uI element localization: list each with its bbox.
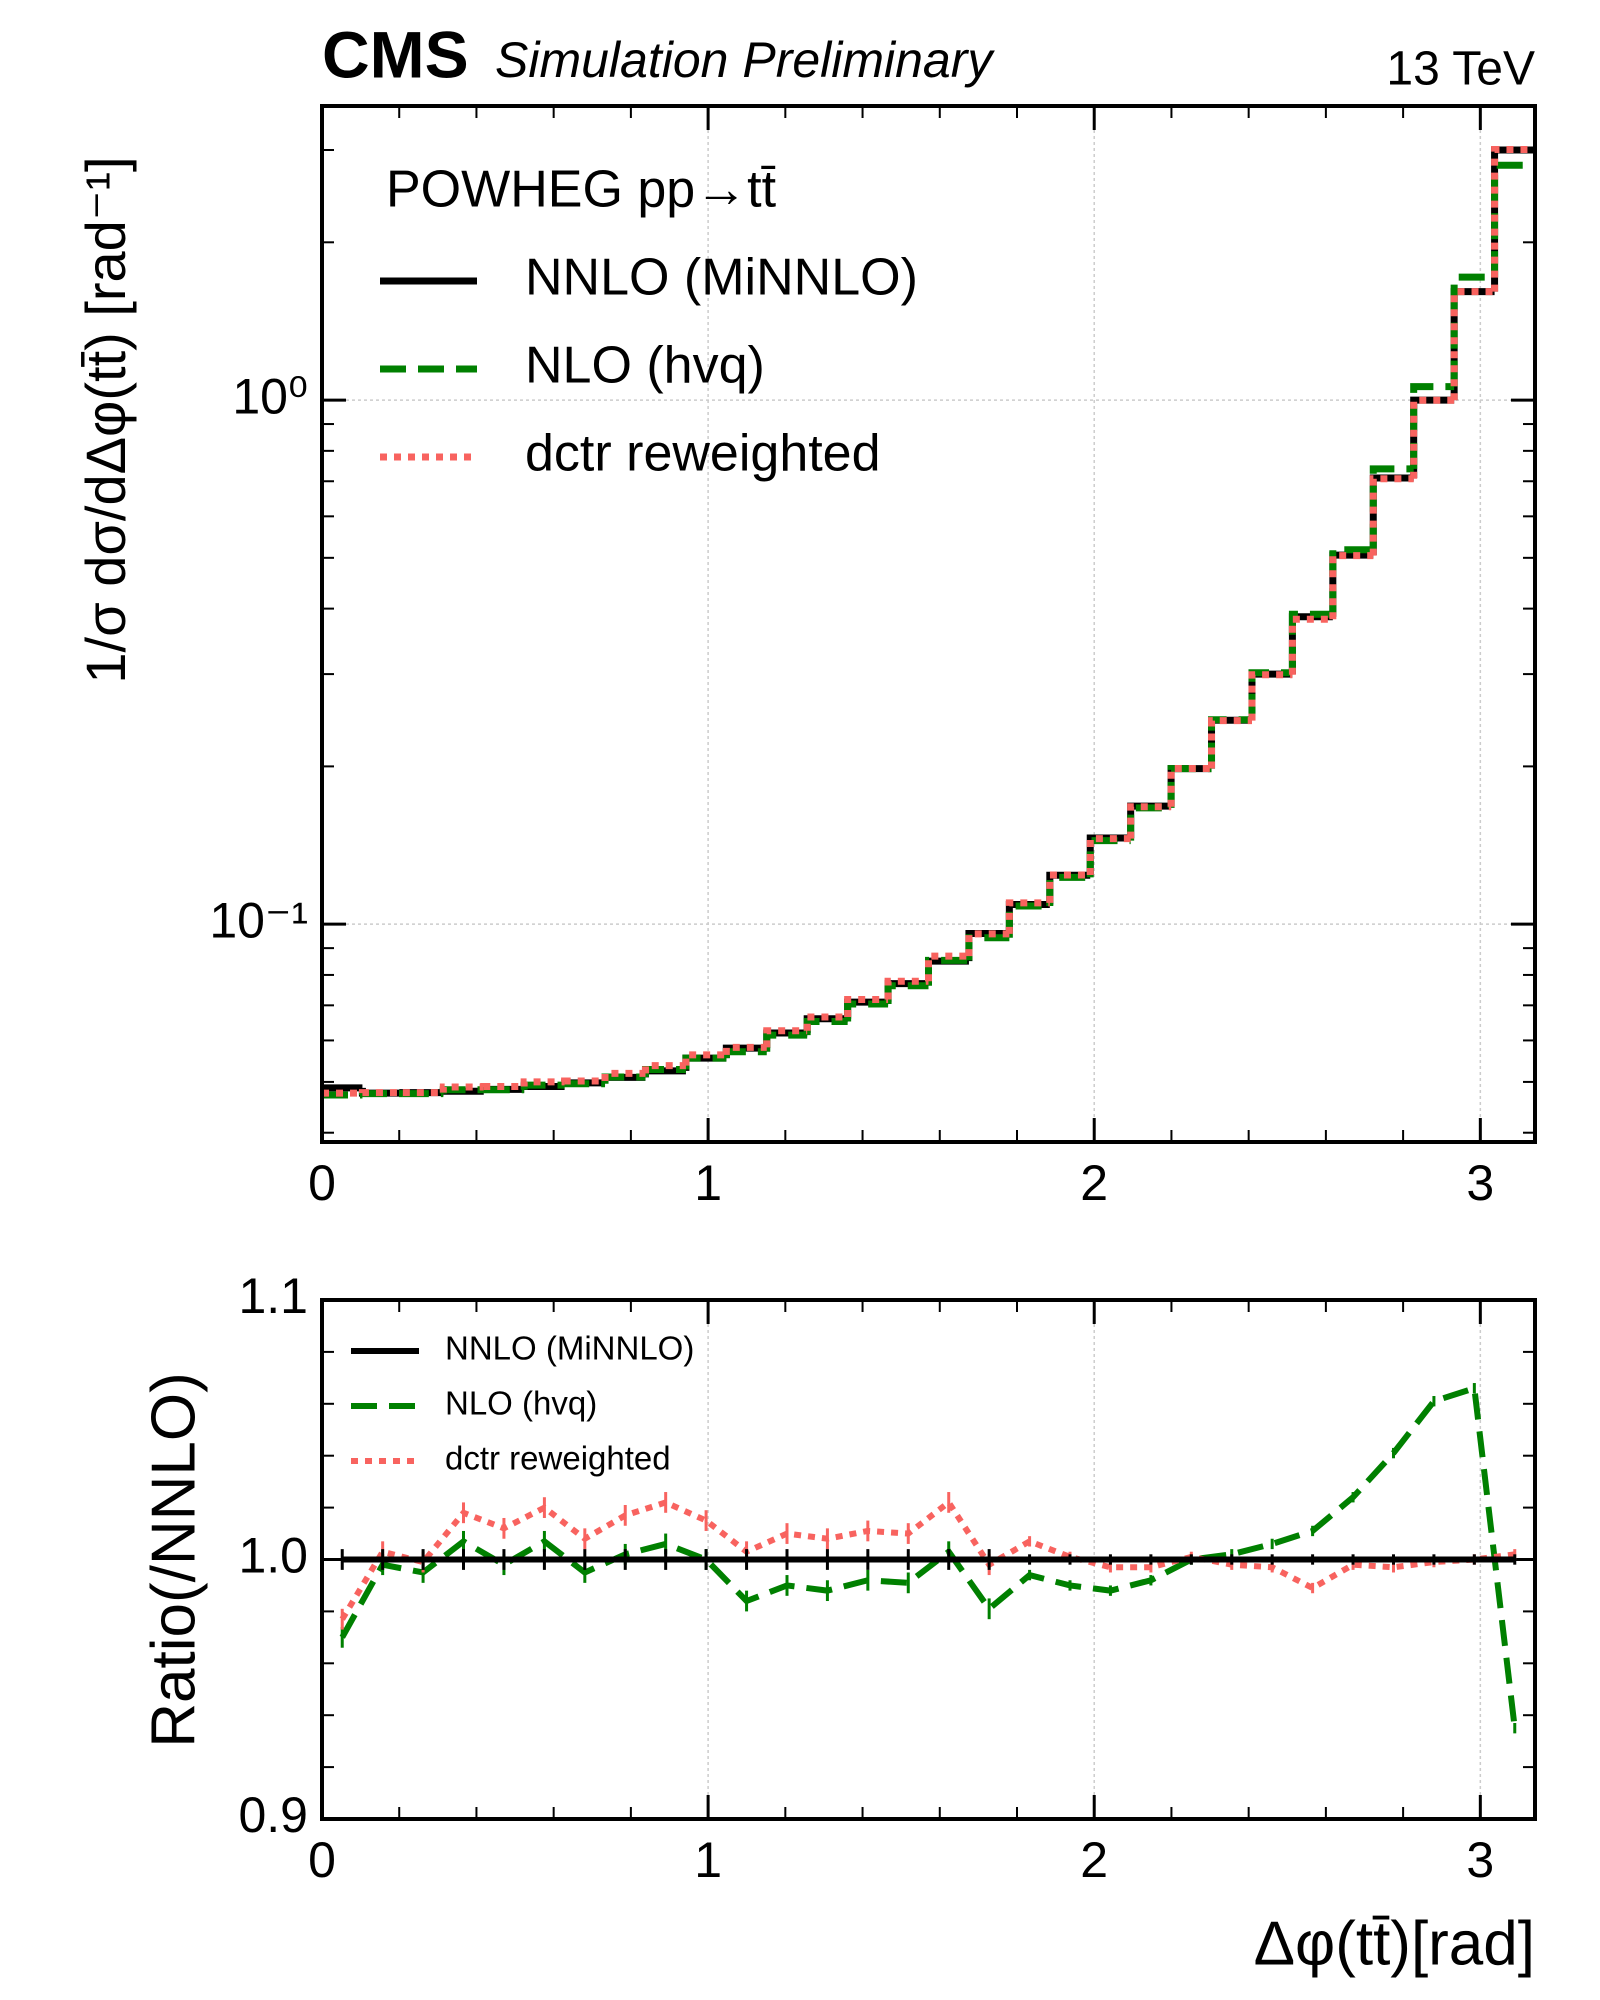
step-segment	[1046, 873, 1091, 907]
step-segment	[561, 1077, 606, 1085]
x-tick-label: 2	[1080, 1832, 1108, 1888]
step-segment	[965, 930, 1010, 957]
y-axis-title: Ratio(/NNLO)	[139, 1372, 208, 1748]
step-segment	[1491, 146, 1535, 292]
step-segment	[1086, 837, 1131, 878]
step-segment	[925, 957, 969, 984]
legend-label: dctr reweighted	[445, 1440, 671, 1477]
step-segment	[1005, 902, 1050, 938]
legend-title: POWHEG pp→tt̄	[386, 161, 777, 219]
step-segment	[1329, 552, 1374, 620]
step-segment	[763, 1027, 808, 1048]
step-segment	[722, 1043, 767, 1055]
plot-area	[339, 1383, 1518, 1734]
step-segment	[1369, 475, 1414, 556]
x-tick-label: 0	[308, 1155, 336, 1211]
step-segment	[520, 1078, 565, 1087]
step-segment	[1208, 717, 1252, 769]
step-segment	[682, 1054, 727, 1070]
step-segment	[1288, 613, 1333, 675]
x-tick-label: 0	[308, 1832, 336, 1888]
step-segment	[641, 1062, 686, 1074]
step-segment	[844, 996, 889, 1018]
legend-label: NNLO (MiNNLO)	[525, 249, 918, 307]
axes-frame	[320, 1298, 1537, 1821]
step-segment	[682, 1051, 727, 1066]
step-segment	[803, 1018, 848, 1036]
legend-label: NNLO (MiNNLO)	[445, 1330, 694, 1367]
ratio-line	[339, 1498, 1516, 1621]
axes-frame	[320, 104, 1537, 1144]
step-segment	[1450, 288, 1495, 401]
step-segment	[1450, 273, 1495, 387]
energy-label: 13 TeV	[1386, 43, 1535, 96]
experiment-label: CMS	[322, 17, 469, 91]
step-segment	[1167, 765, 1212, 808]
step-segment	[884, 982, 929, 1005]
step-segment	[1005, 899, 1050, 934]
legend-label: dctr reweighted	[525, 425, 881, 483]
step-segment	[1369, 474, 1414, 556]
y-axis-title: 1/σ dσ/dΔφ(tt̄) [rad⁻¹]	[74, 156, 137, 683]
x-axis-title: Δφ(tt̄)[rad]	[1254, 1909, 1535, 1978]
step-segment	[1329, 546, 1374, 615]
step-segment	[1491, 161, 1535, 278]
y-tick-label: 1.0	[238, 1528, 308, 1584]
step-segment	[439, 1086, 484, 1094]
step-segment	[1410, 383, 1455, 469]
x-tick-label: 1	[694, 1155, 722, 1211]
y-tick-label: 10⁻¹	[209, 892, 308, 948]
legend-label: NLO (hvq)	[445, 1385, 597, 1422]
step-segment	[803, 1013, 848, 1031]
y-tick-label: 0.9	[238, 1787, 308, 1843]
step-segment	[1167, 765, 1212, 807]
step-segment	[884, 977, 929, 1000]
step-segment	[722, 1048, 767, 1059]
step-segment	[601, 1069, 646, 1082]
step-segment	[1410, 396, 1455, 479]
step-segment	[1248, 671, 1293, 721]
plot-area	[322, 146, 1535, 1099]
step-segment	[1288, 610, 1333, 673]
step-segment	[1329, 551, 1374, 617]
x-tick-label: 3	[1466, 1832, 1494, 1888]
step-segment	[1127, 804, 1172, 841]
sub-label: Simulation Preliminary	[495, 32, 995, 88]
step-segment	[965, 934, 1010, 961]
step-segment	[1369, 465, 1414, 550]
x-tick-label: 3	[1466, 1155, 1494, 1211]
x-tick-label: 1	[694, 1832, 722, 1888]
step-segment	[1167, 764, 1212, 807]
legend-label: NLO (hvq)	[525, 337, 765, 395]
step-segment	[844, 1000, 889, 1022]
step-segment	[1208, 716, 1252, 769]
x-tick-label: 2	[1080, 1155, 1108, 1211]
step-segment	[439, 1083, 484, 1093]
step-segment	[1208, 716, 1252, 769]
step-segment	[1127, 803, 1172, 839]
step-segment	[1410, 396, 1455, 479]
y-tick-label: 1.1	[238, 1268, 308, 1324]
ratio-line	[339, 1384, 1518, 1729]
step-segment	[1248, 669, 1293, 720]
step-segment	[763, 1031, 808, 1052]
step-segment	[1288, 615, 1333, 675]
step-segment	[1450, 288, 1495, 401]
y-tick-label: 10⁰	[232, 368, 308, 424]
step-segment	[1248, 670, 1293, 721]
step-segment	[1491, 146, 1535, 292]
